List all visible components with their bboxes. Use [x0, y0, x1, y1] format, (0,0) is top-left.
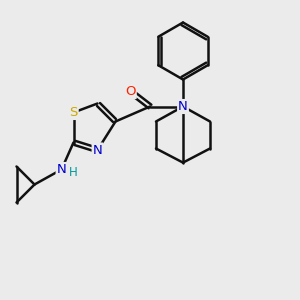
Text: N: N: [93, 143, 102, 157]
Text: H: H: [68, 166, 77, 179]
Text: N: N: [178, 100, 188, 113]
Text: S: S: [69, 106, 78, 119]
Text: O: O: [125, 85, 136, 98]
Text: N: N: [57, 163, 66, 176]
